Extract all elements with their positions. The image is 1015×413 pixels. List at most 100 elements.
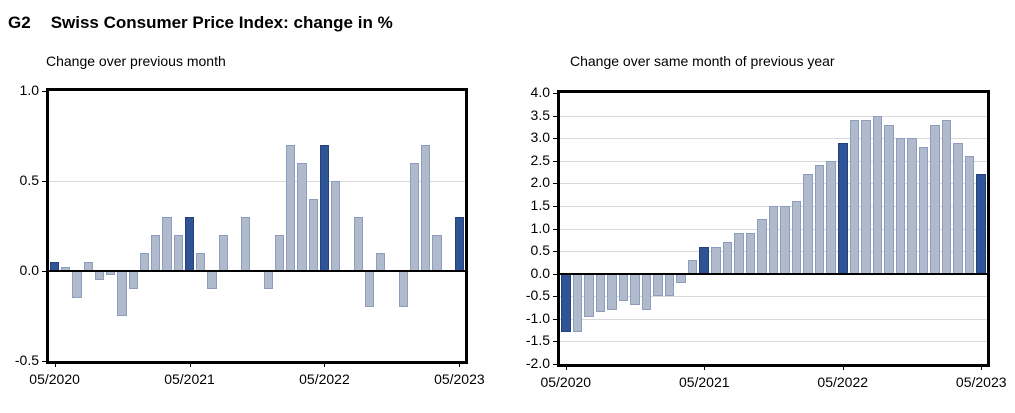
- figure-code: G2: [8, 13, 31, 32]
- bar: [653, 273, 663, 297]
- bar: [918, 147, 929, 274]
- bar: [803, 174, 813, 274]
- y-axis-label: -1.0: [525, 309, 550, 326]
- y-axis-label: 0.5: [19, 172, 39, 188]
- y-axis-tick: [553, 341, 557, 342]
- y-axis-tick: [553, 93, 557, 94]
- gridline: [560, 116, 987, 117]
- bar: [72, 271, 82, 298]
- gridline: [49, 181, 465, 182]
- chart-yoy-subtitle: Change over same month of previous year: [570, 53, 835, 69]
- bar: [595, 273, 606, 313]
- y-axis-tick: [42, 91, 46, 92]
- bar: [895, 138, 906, 274]
- y-axis-tick: [553, 251, 557, 252]
- bar: [791, 201, 802, 274]
- bar: [757, 219, 767, 274]
- bar: [618, 273, 629, 301]
- bar: [297, 163, 307, 271]
- y-axis-label: -0.5: [525, 287, 550, 304]
- x-axis-label: 05/2020: [540, 374, 592, 390]
- x-axis-label: 05/2021: [678, 374, 730, 390]
- gridline: [560, 138, 987, 139]
- y-axis-tick: [553, 116, 557, 117]
- bar: [196, 253, 206, 271]
- x-axis-label: 05/2023: [434, 371, 485, 387]
- bar: [331, 181, 341, 271]
- y-axis-tick: [553, 274, 557, 275]
- zero-axis-line: [49, 270, 465, 272]
- y-axis-label: 2.0: [530, 174, 550, 191]
- bar: [861, 120, 871, 274]
- x-axis-tick: [704, 367, 705, 370]
- x-axis-label: 05/2022: [817, 374, 869, 390]
- y-axis-tick: [553, 319, 557, 320]
- bar: [398, 271, 408, 307]
- y-axis-tick: [42, 361, 46, 362]
- bar: [814, 165, 825, 274]
- bar: [308, 199, 318, 271]
- x-axis-label: 05/2022: [299, 371, 350, 387]
- bar: [630, 273, 640, 306]
- y-axis-tick: [553, 161, 557, 162]
- bar: [364, 271, 375, 307]
- bar: [409, 163, 420, 271]
- y-axis-tick: [553, 206, 557, 207]
- y-axis-label: -1.5: [525, 332, 550, 349]
- bar: [768, 205, 779, 274]
- x-axis-label: 05/2020: [29, 371, 80, 387]
- bar: [421, 145, 431, 271]
- x-axis-tick: [843, 367, 844, 370]
- bar: [139, 253, 150, 271]
- y-axis-label: 0.0: [530, 264, 550, 281]
- y-axis-label: 1.0: [19, 82, 39, 98]
- bar: [286, 145, 296, 271]
- bar: [151, 235, 161, 271]
- x-axis-tick: [981, 367, 982, 370]
- y-axis-label: 0.5: [530, 242, 550, 259]
- y-axis-label: 0.0: [19, 262, 39, 278]
- bar: [572, 273, 583, 333]
- bar: [884, 124, 894, 274]
- figure-title: Swiss Consumer Price Index: change in %: [50, 13, 393, 32]
- y-axis-label: 3.0: [530, 129, 550, 146]
- y-axis-tick: [553, 229, 557, 230]
- chart-mom-plot-area: [46, 88, 468, 364]
- bar-highlighted: [184, 217, 195, 271]
- bar: [218, 235, 228, 271]
- zero-axis-line: [560, 273, 987, 275]
- y-axis-tick: [553, 138, 557, 139]
- bar: [376, 253, 386, 271]
- bar: [432, 235, 442, 271]
- bar: [872, 115, 883, 274]
- bar: [263, 271, 273, 289]
- x-axis-label: 05/2023: [955, 374, 1007, 390]
- bar: [274, 235, 285, 271]
- y-axis-tick: [42, 181, 46, 182]
- bar: [907, 138, 917, 274]
- y-axis-label: -0.5: [14, 352, 39, 368]
- bar-highlighted: [837, 142, 848, 274]
- bar: [117, 271, 127, 316]
- bar: [173, 235, 183, 271]
- bar: [162, 217, 172, 271]
- x-axis-label: 05/2021: [164, 371, 215, 387]
- bar: [826, 160, 836, 274]
- x-axis-tick: [566, 367, 567, 370]
- bar: [930, 124, 940, 274]
- bar: [353, 217, 363, 271]
- x-axis-tick: [324, 364, 325, 367]
- bar: [241, 217, 251, 271]
- bar: [664, 273, 675, 297]
- bar: [941, 120, 952, 274]
- bar: [964, 156, 975, 274]
- chart-mom-subtitle: Change over previous month: [46, 53, 226, 69]
- bar: [953, 142, 963, 274]
- bar: [584, 273, 594, 317]
- bar-highlighted: [561, 273, 571, 333]
- bar: [745, 233, 756, 274]
- bar: [128, 271, 138, 289]
- y-axis-label: 3.5: [530, 106, 550, 123]
- y-axis-label: 1.0: [530, 219, 550, 236]
- x-axis-tick: [55, 364, 56, 367]
